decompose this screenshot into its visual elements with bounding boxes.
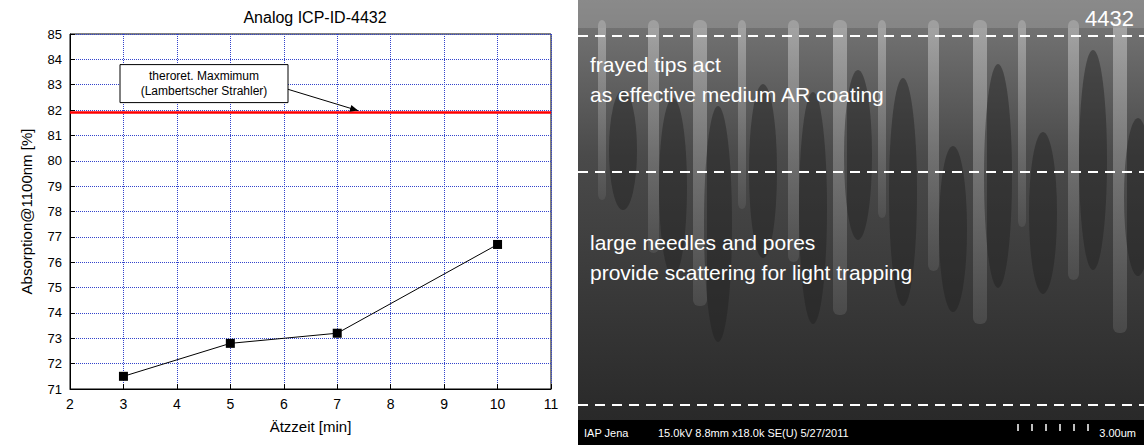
svg-text:15.0kV 8.8mm x18.0k SE(U) 5/27: 15.0kV 8.8mm x18.0k SE(U) 5/27/2011	[658, 427, 849, 439]
svg-text:Ätzzeit [min]: Ätzzeit [min]	[270, 418, 352, 435]
svg-text:8: 8	[387, 396, 395, 412]
svg-text:83: 83	[48, 77, 62, 92]
svg-text:85: 85	[48, 27, 62, 42]
svg-text:9: 9	[440, 396, 448, 412]
svg-text:(Lambertscher Strahler): (Lambertscher Strahler)	[141, 84, 268, 98]
svg-text:78: 78	[48, 204, 62, 219]
svg-text:81: 81	[48, 128, 62, 143]
svg-text:75: 75	[48, 280, 62, 295]
svg-text:7: 7	[333, 396, 341, 412]
svg-text:6: 6	[280, 396, 288, 412]
svg-text:74: 74	[48, 305, 62, 320]
svg-text:Analog ICP-ID-4432: Analog ICP-ID-4432	[243, 9, 386, 26]
svg-text:as effective medium AR coating: as effective medium AR coating	[590, 83, 884, 106]
svg-text:72: 72	[48, 356, 62, 371]
svg-text:theroret. Maxmimum: theroret. Maxmimum	[149, 69, 259, 83]
svg-text:2: 2	[66, 396, 74, 412]
svg-text:84: 84	[48, 52, 62, 67]
svg-text:82: 82	[48, 103, 62, 118]
svg-text:IAP Jena: IAP Jena	[584, 427, 629, 439]
svg-text:3: 3	[120, 396, 128, 412]
svg-text:79: 79	[48, 179, 62, 194]
svg-text:4432: 4432	[1085, 6, 1134, 31]
svg-text:3.00um: 3.00um	[1099, 427, 1136, 439]
svg-text:10: 10	[490, 396, 506, 412]
svg-text:provide scattering for light t: provide scattering for light trapping	[590, 261, 912, 284]
svg-text:73: 73	[48, 331, 62, 346]
svg-text:71: 71	[48, 382, 62, 397]
svg-text:76: 76	[48, 255, 62, 270]
svg-text:Absorption@1100nm [%]: Absorption@1100nm [%]	[18, 129, 35, 295]
svg-text:frayed tips act: frayed tips act	[590, 53, 721, 76]
svg-text:5: 5	[226, 396, 234, 412]
svg-text:80: 80	[48, 153, 62, 168]
svg-text:11: 11	[544, 396, 559, 412]
svg-text:large needles and pores: large needles and pores	[590, 231, 815, 254]
svg-text:4: 4	[173, 396, 181, 412]
svg-text:77: 77	[48, 229, 62, 244]
